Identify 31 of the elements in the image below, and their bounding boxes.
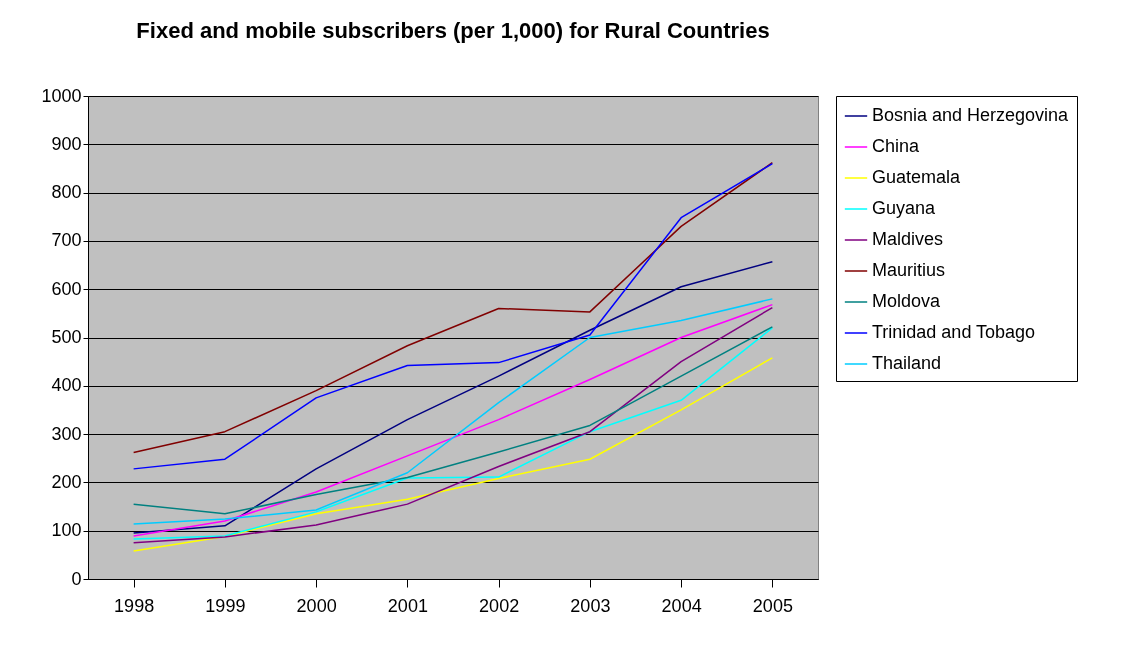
legend-label: Moldova — [872, 291, 942, 311]
legend-label: Guyana — [872, 198, 937, 218]
x-tick-label: 2002 — [479, 595, 520, 616]
x-tick-label: 2001 — [387, 595, 428, 616]
chart-title: Fixed and mobile subscribers (per 1,000) for Rural Countries — [136, 18, 770, 43]
x-tick-label: 2005 — [752, 595, 793, 616]
y-tick-label: 700 — [51, 230, 82, 251]
x-tick-label: 2003 — [570, 595, 611, 616]
x-tick-label: 1999 — [205, 595, 246, 616]
legend-label: Maldives — [872, 229, 944, 249]
legend-label: Bosnia and Herzegovina — [872, 105, 1070, 125]
x-tick-label: 1998 — [114, 595, 155, 616]
legend-label: Mauritius — [872, 260, 946, 280]
y-tick-label: 900 — [51, 133, 82, 154]
y-tick-label: 500 — [51, 327, 82, 347]
legend-label: Trinidad and Tobago — [872, 322, 1036, 342]
y-tick-label: 1000 — [41, 85, 82, 106]
legend-label: China — [872, 136, 921, 156]
x-tick-label: 2000 — [296, 595, 337, 616]
y-tick-label: 100 — [51, 520, 82, 541]
legend-label: Guatemala — [872, 167, 962, 187]
y-tick-label: 0 — [71, 568, 82, 589]
legend-label: Thailand — [872, 353, 942, 373]
y-tick-label: 600 — [51, 278, 82, 299]
line-series — [132, 357, 774, 552]
y-tick-label: 400 — [51, 375, 82, 396]
y-tick-label: 300 — [51, 423, 82, 444]
line-series — [132, 260, 774, 534]
x-tick-label: 2004 — [661, 595, 702, 616]
y-tick-label: 200 — [51, 471, 82, 492]
y-tick-label: 800 — [51, 182, 82, 203]
